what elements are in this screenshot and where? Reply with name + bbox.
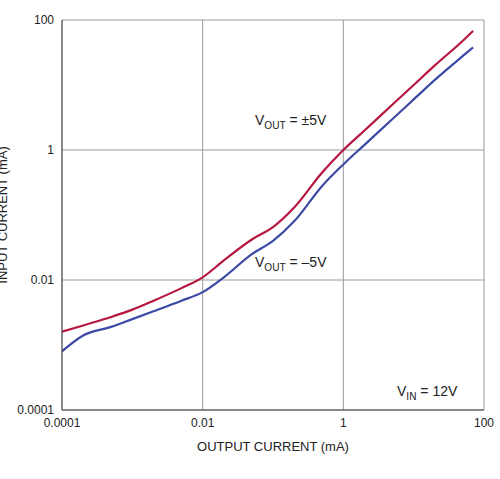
svg-text:INPUT CURRENT (mA): INPUT CURRENT (mA) — [8, 146, 10, 283]
svg-text:0.0001: 0.0001 — [44, 416, 81, 430]
svg-text:1: 1 — [340, 416, 347, 430]
svg-text:0.0001: 0.0001 — [17, 403, 54, 417]
html-text:VOUT= ±5V: VOUT= ±5V — [255, 112, 327, 131]
svg-text:0.01: 0.01 — [191, 416, 215, 430]
html-text:VIN= 12V: VIN= 12V — [397, 383, 458, 402]
svg-text:100: 100 — [34, 13, 54, 27]
svg-text:100: 100 — [474, 416, 492, 430]
html-text:VOUT= –5V: VOUT= –5V — [255, 254, 327, 273]
svg-text:OUTPUT CURRENT (mA): OUTPUT CURRENT (mA) — [197, 439, 349, 454]
svg-text:1: 1 — [47, 143, 54, 157]
svg-text:0.01: 0.01 — [31, 273, 55, 287]
